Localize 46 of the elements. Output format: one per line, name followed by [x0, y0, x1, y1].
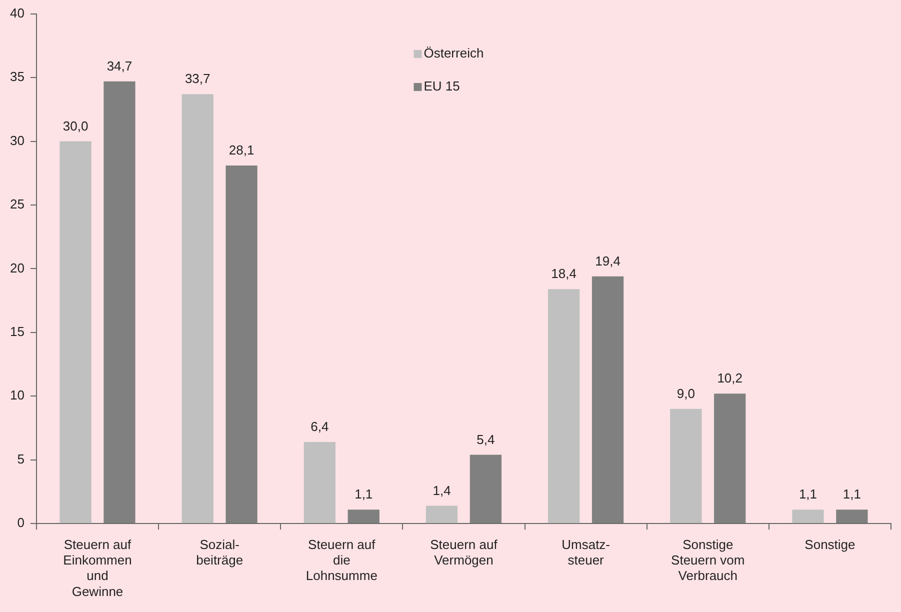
data-label: 34,7: [106, 58, 132, 74]
bar: [182, 94, 214, 524]
bar: [348, 510, 380, 524]
data-label: 1,4: [432, 482, 451, 498]
x-tick-label: Steuern auf Einkommen und Gewinne: [63, 536, 132, 599]
data-label: 1,1: [354, 486, 373, 502]
bar: [714, 394, 746, 524]
y-tick-label: 0: [17, 515, 24, 530]
bar: [104, 81, 136, 524]
x-tick-label: Sozial-beiträge: [196, 536, 244, 568]
bar: [426, 506, 458, 524]
bar: [226, 165, 258, 524]
data-label: 10,2: [717, 370, 743, 386]
bar: [548, 289, 580, 524]
x-tick-label: Steuern auf die Lohnsumme: [306, 536, 378, 584]
data-label: 19,4: [595, 253, 620, 268]
x-tick-label: Sonstige: [804, 536, 856, 552]
data-label: 18,4: [551, 266, 576, 282]
data-label: 6,4: [310, 419, 329, 434]
bar: [836, 510, 868, 524]
data-label: 30,0: [62, 118, 88, 134]
data-label: 5,4: [476, 432, 495, 447]
y-tick-label: 25: [10, 196, 24, 212]
data-label: 1,1: [842, 486, 861, 502]
data-label: 9,0: [676, 386, 695, 401]
y-tick-label: 5: [17, 451, 24, 466]
bar: [304, 442, 336, 524]
bar: [60, 141, 92, 524]
y-tick-label: 30: [10, 132, 24, 148]
data-label: 28,1: [228, 142, 254, 158]
bar: [470, 454, 502, 524]
data-label: 33,7: [184, 71, 210, 86]
bar: [592, 276, 624, 524]
data-label: 1,1: [798, 486, 818, 502]
y-tick-label: 10: [10, 388, 24, 403]
x-tick-label: Sonstige Steuern vom Verbrauch: [671, 536, 745, 584]
bar: [670, 408, 702, 524]
y-tick-label: 20: [10, 260, 24, 276]
y-tick-label: 35: [10, 69, 24, 84]
x-tick-label: Umsatz-steuer: [562, 536, 610, 568]
legend-label: EU 15: [424, 78, 460, 94]
y-tick-label: 15: [10, 324, 24, 340]
x-tick-label: Steuern auf Vermögen: [430, 536, 498, 568]
y-tick-label: 40: [10, 5, 24, 20]
legend-label: Österreich: [424, 46, 484, 61]
bar: [792, 510, 824, 524]
